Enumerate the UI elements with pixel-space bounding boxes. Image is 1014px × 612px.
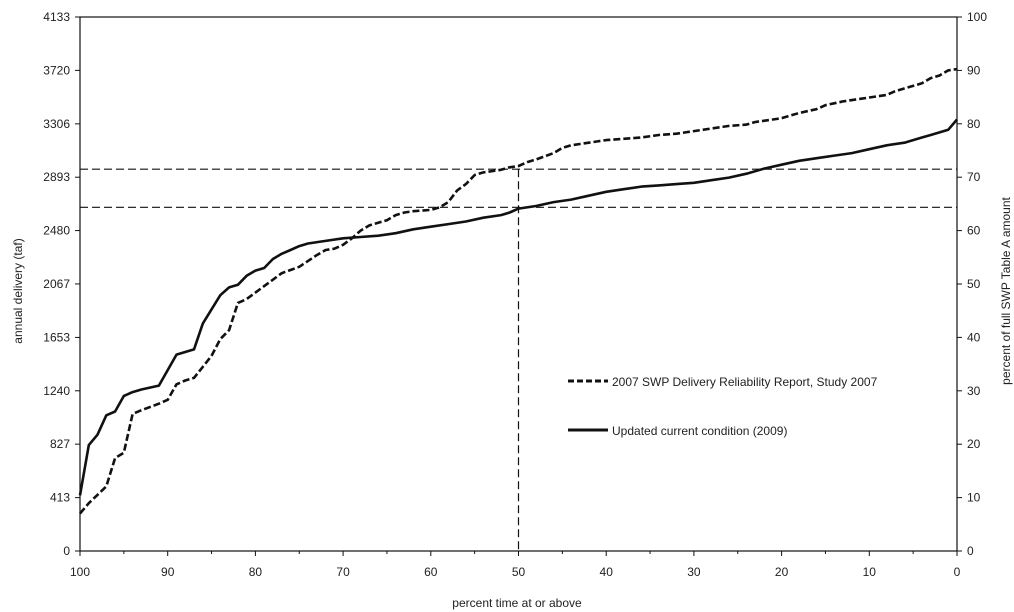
series-line-2007 xyxy=(79,67,958,515)
y-tick-label: 1653 xyxy=(43,330,70,344)
y-tick-label: 3720 xyxy=(43,63,70,77)
y-tick-label: 4133 xyxy=(43,10,70,24)
series-line-2009 xyxy=(78,118,958,496)
y-tick-label: 3306 xyxy=(43,117,70,131)
y-tick-label: 413 xyxy=(50,491,70,505)
x-tick-label: 80 xyxy=(249,565,263,579)
x-tick-label: 60 xyxy=(424,565,438,579)
x-tick-label: 100 xyxy=(70,565,90,579)
x-axis-label: percent time at or above xyxy=(452,596,582,610)
x-tick-label: 0 xyxy=(954,565,961,579)
y2-tick-label: 70 xyxy=(967,170,981,184)
y2-axis-label: percent of full SWP Table A amount xyxy=(999,197,1013,385)
y-tick-label: 2480 xyxy=(43,224,70,238)
y2-tick-label: 100 xyxy=(967,10,987,24)
legend: 2007 SWP Delivery Reliability Report, St… xyxy=(568,375,878,438)
x-tick-label: 20 xyxy=(775,565,789,579)
series-layer xyxy=(78,67,958,515)
y2-tick-label: 0 xyxy=(967,544,974,558)
y-tick-label: 1240 xyxy=(43,384,70,398)
y2-tick-label: 10 xyxy=(967,491,981,505)
x-tick-label: 70 xyxy=(336,565,350,579)
y2-tick-label: 30 xyxy=(967,384,981,398)
y2-tick-label: 80 xyxy=(967,117,981,131)
x-tick-label: 10 xyxy=(863,565,877,579)
reference-lines xyxy=(80,168,957,551)
y2-tick-label: 20 xyxy=(967,437,981,451)
x-tick-label: 50 xyxy=(512,565,526,579)
x-tick-label: 40 xyxy=(600,565,614,579)
y2-tick-label: 90 xyxy=(967,63,981,77)
y-tick-label: 2893 xyxy=(43,170,70,184)
y2-tick-label: 50 xyxy=(967,277,981,291)
legend-label-2007: 2007 SWP Delivery Reliability Report, St… xyxy=(612,375,878,389)
y2-tick-label: 40 xyxy=(967,330,981,344)
axes: 100 90 80 70 60 50 40 30 20 10 0041382712401653206… xyxy=(43,10,987,579)
y-tick-label: 827 xyxy=(50,437,70,451)
y-tick-label: 0 xyxy=(63,544,70,558)
y-tick-label: 2067 xyxy=(43,277,70,291)
y-axis-label: annual delivery (taf) xyxy=(11,238,25,343)
x-tick-label: 30 xyxy=(687,565,701,579)
y2-tick-label: 60 xyxy=(967,224,981,238)
x-tick-label: 90 xyxy=(161,565,175,579)
legend-label-2009: Updated current condition (2009) xyxy=(612,424,787,438)
